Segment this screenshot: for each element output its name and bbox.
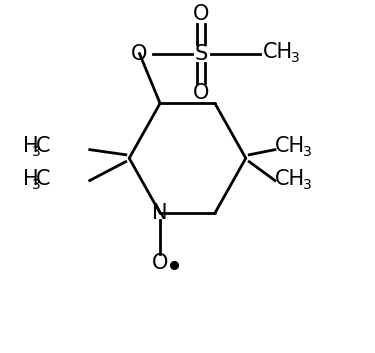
Text: C: C bbox=[36, 136, 51, 156]
Text: 3: 3 bbox=[32, 145, 40, 159]
Text: O: O bbox=[131, 44, 148, 64]
Text: 3: 3 bbox=[303, 178, 312, 192]
Text: O: O bbox=[152, 253, 168, 273]
Text: H: H bbox=[23, 136, 39, 156]
Text: N: N bbox=[152, 203, 168, 223]
Text: O: O bbox=[193, 83, 209, 103]
Text: 3: 3 bbox=[303, 145, 312, 159]
Text: 3: 3 bbox=[32, 178, 40, 192]
Text: O: O bbox=[193, 4, 209, 24]
Text: CH: CH bbox=[275, 169, 305, 189]
Text: C: C bbox=[36, 169, 51, 189]
Text: CH: CH bbox=[263, 42, 293, 62]
Text: S: S bbox=[195, 44, 208, 64]
Text: H: H bbox=[23, 169, 39, 189]
Text: CH: CH bbox=[275, 136, 305, 156]
Text: 3: 3 bbox=[291, 51, 300, 65]
